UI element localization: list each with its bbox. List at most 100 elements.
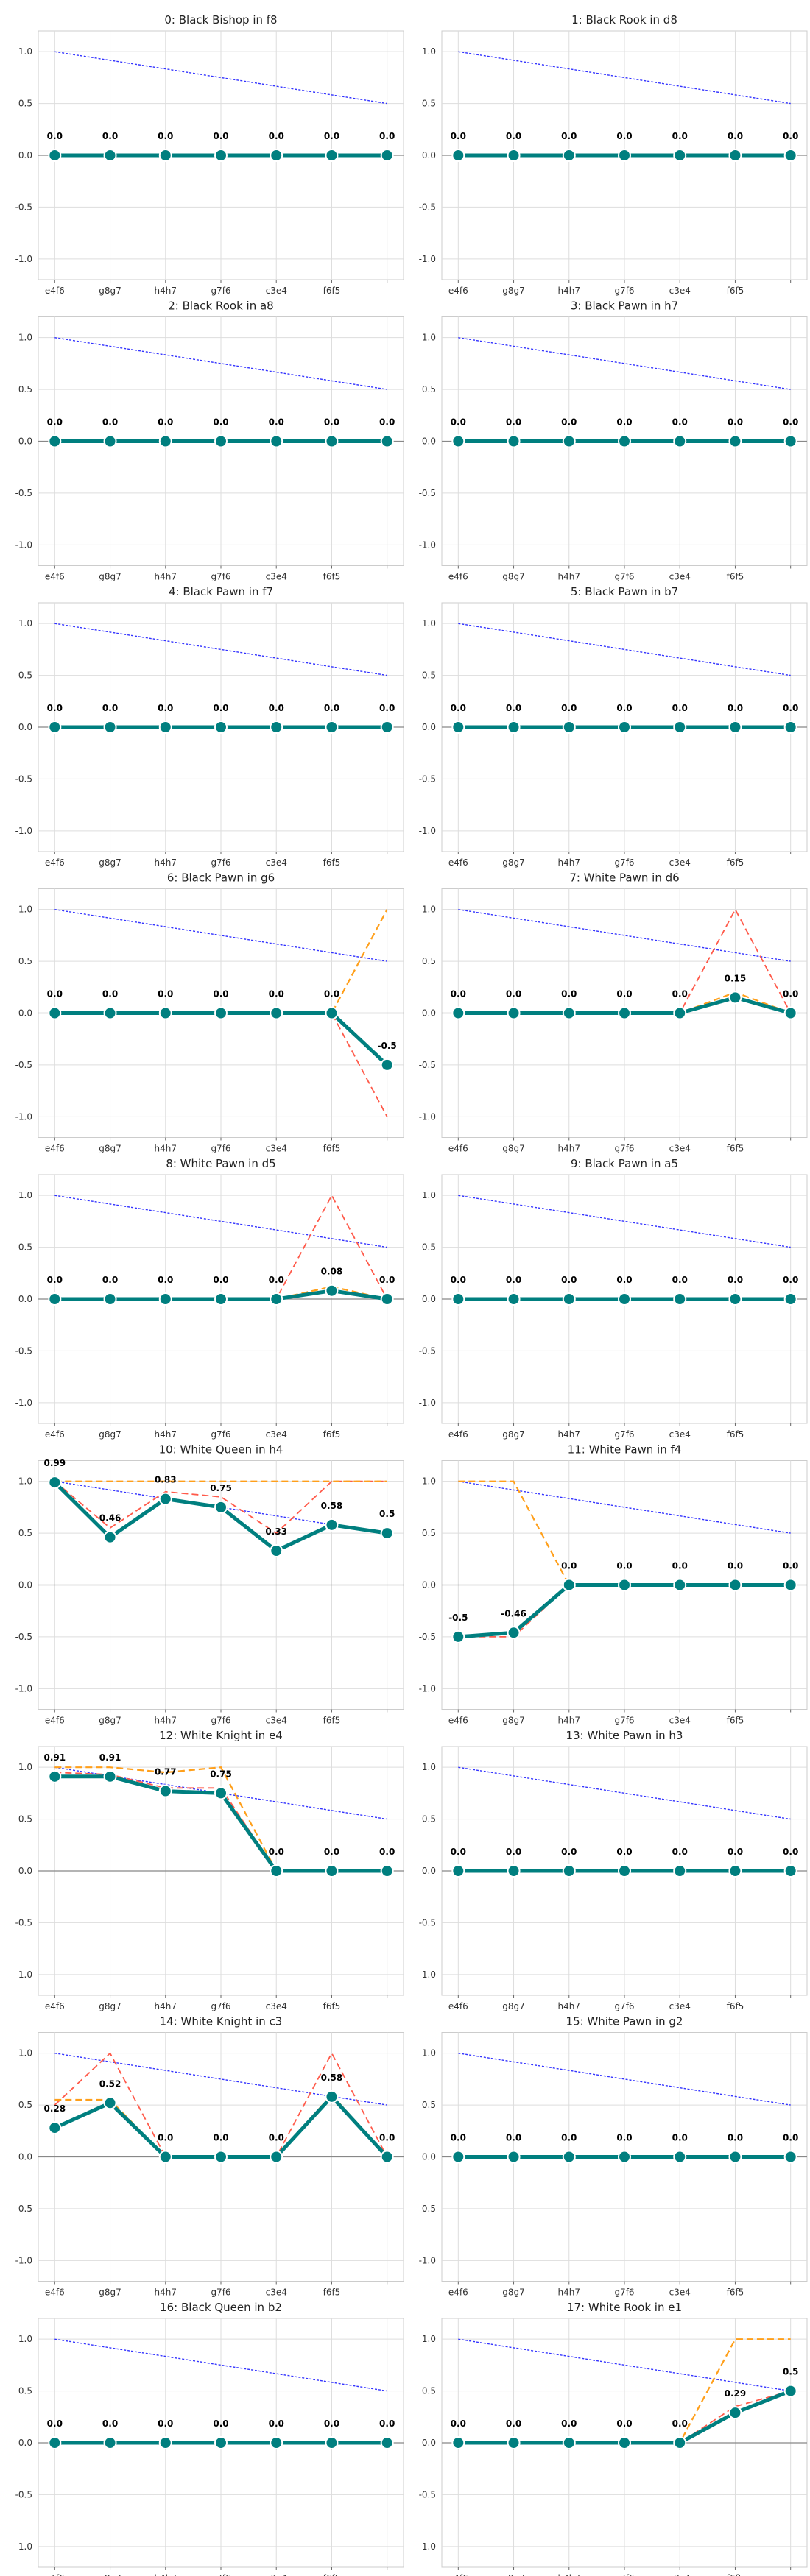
chart-title: 7: White Pawn in d6 (569, 871, 679, 885)
data-label: 0.0 (451, 1847, 466, 1857)
data-point (673, 434, 687, 448)
x-tick-label: f6f5 (323, 2001, 341, 2011)
y-tick-label: -0.5 (419, 2489, 436, 2499)
y-tick-label: 1.0 (422, 1476, 436, 1487)
data-label: 0.33 (265, 1526, 287, 1537)
data-point (783, 2384, 797, 2398)
y-tick-label: 0.0 (18, 150, 32, 160)
chart-panel-16: -1.0 -0.5 0.0 0.5 1.0 e4f6 g8g7 h4h7 g7f6 c3e4 f6f… (15, 2301, 404, 2576)
data-label: 0.0 (672, 1275, 688, 1285)
x-tick-label: c3e4 (266, 2287, 287, 2298)
data-label: 0.0 (506, 417, 521, 428)
y-tick-label: -0.5 (419, 1632, 436, 1642)
x-tick-label: h4h7 (558, 1429, 580, 1440)
data-point (728, 1292, 742, 1306)
data-point (562, 721, 576, 734)
x-tick-label: f6f5 (323, 1144, 341, 1154)
data-point (507, 1006, 521, 1020)
data-point (325, 1006, 339, 1020)
data-label: 0.0 (561, 1847, 577, 1857)
data-label: 0.0 (616, 131, 632, 141)
data-point (325, 721, 339, 734)
y-tick-label: -1.0 (15, 1970, 32, 1980)
data-label: 0.0 (451, 417, 466, 428)
data-point (673, 2150, 687, 2164)
data-point (103, 1769, 117, 1783)
data-label: 0.0 (47, 989, 63, 999)
data-label: 0.0 (213, 2133, 228, 2143)
data-point (562, 1006, 576, 1020)
chart-title: 0: Black Bishop in f8 (164, 13, 277, 26)
data-label: 0.0 (672, 2133, 688, 2143)
data-point (451, 2436, 465, 2449)
data-point (380, 434, 394, 448)
x-tick-label: h4h7 (155, 286, 177, 296)
x-tick-label: f6f5 (727, 572, 744, 582)
data-point (451, 1864, 465, 1878)
data-point (158, 2150, 172, 2164)
x-tick-label: h4h7 (155, 2287, 177, 2298)
chart-title: 6: Black Pawn in g6 (167, 871, 275, 885)
x-tick-label: f6f5 (323, 2287, 341, 2298)
chart-title: 8: White Pawn in d5 (166, 1157, 275, 1170)
y-tick-label: 1.0 (18, 2048, 32, 2059)
chart-panel-0: -1.0 -0.5 0.0 0.5 1.0 e4f6 g8g7 h4h7 g7f6 c3e4 f6f… (15, 13, 404, 296)
data-label: 0.5 (379, 1509, 395, 1519)
y-tick-label: 1.0 (18, 1762, 32, 1772)
x-tick-label: f6f5 (323, 1429, 341, 1440)
x-tick-label: e4f6 (45, 2287, 65, 2298)
y-tick-label: 0.5 (18, 1814, 32, 1825)
data-point (270, 1292, 284, 1306)
series-orange-dashed (54, 1766, 387, 1872)
y-tick-label: -0.5 (15, 488, 32, 498)
y-tick-label: 0.5 (422, 2386, 436, 2396)
y-tick-label: 0.0 (422, 2152, 436, 2162)
data-label: 0.0 (47, 1275, 63, 1285)
data-label: 0.0 (379, 417, 395, 428)
x-tick-label: h4h7 (558, 2001, 580, 2011)
x-tick-label: g8g7 (502, 1429, 525, 1440)
chart-panel-12: -1.0 -0.5 0.0 0.5 1.0 e4f6 g8g7 h4h7 g7f6 c3e4 f6f… (15, 1729, 404, 2011)
data-point (158, 721, 172, 734)
data-point (728, 1578, 742, 1592)
y-tick-label: -1.0 (15, 254, 32, 264)
data-label: 0.58 (321, 1501, 343, 1511)
data-label: 0.0 (561, 2418, 577, 2429)
chart-panel-17: -1.0 -0.5 0.0 0.5 1.0 e4f6 g8g7 h4h7 g7f6 c3e4 f6f… (419, 2301, 808, 2576)
data-label: 0.0 (213, 2418, 228, 2429)
data-point (214, 434, 228, 448)
y-tick-label: 0.0 (18, 1294, 32, 1304)
data-point (451, 434, 465, 448)
series-blue-dotted (458, 909, 791, 962)
y-tick-label: 1.0 (18, 1476, 32, 1487)
data-label: 0.0 (561, 417, 577, 428)
data-point (783, 721, 797, 734)
y-tick-label: 0.5 (422, 1814, 436, 1825)
data-point (214, 1006, 228, 1020)
x-tick-label: g7f6 (211, 1144, 230, 1154)
x-tick-label: e4f6 (448, 286, 468, 296)
data-point (270, 1544, 284, 1558)
data-label: 0.0 (506, 703, 521, 713)
x-tick-label: e4f6 (448, 1144, 468, 1154)
data-point (618, 434, 631, 448)
x-tick-label: g7f6 (614, 2287, 634, 2298)
x-tick-label: h4h7 (558, 572, 580, 582)
data-label: 0.0 (213, 703, 228, 713)
y-tick-label: 1.0 (422, 2334, 436, 2344)
chart-title: 5: Black Pawn in b7 (571, 585, 678, 598)
x-tick-label: h4h7 (558, 2573, 580, 2576)
x-tick-label: c3e4 (669, 1144, 691, 1154)
data-label: 0.0 (269, 2133, 284, 2143)
data-label: 0.0 (158, 703, 173, 713)
chart-panel-9: -1.0 -0.5 0.0 0.5 1.0 e4f6 g8g7 h4h7 g7f6 c3e4 f6f… (419, 1157, 808, 1440)
y-tick-label: 1.0 (18, 905, 32, 915)
data-label: 0.08 (321, 1267, 343, 1277)
x-tick-label: e4f6 (448, 857, 468, 868)
data-label: 0.0 (616, 1275, 632, 1285)
data-point (783, 2150, 797, 2164)
data-point (673, 149, 687, 162)
x-tick-label: f6f5 (727, 2287, 744, 2298)
chart-title: 11: White Pawn in f4 (568, 1443, 682, 1457)
data-point (214, 1500, 228, 1514)
